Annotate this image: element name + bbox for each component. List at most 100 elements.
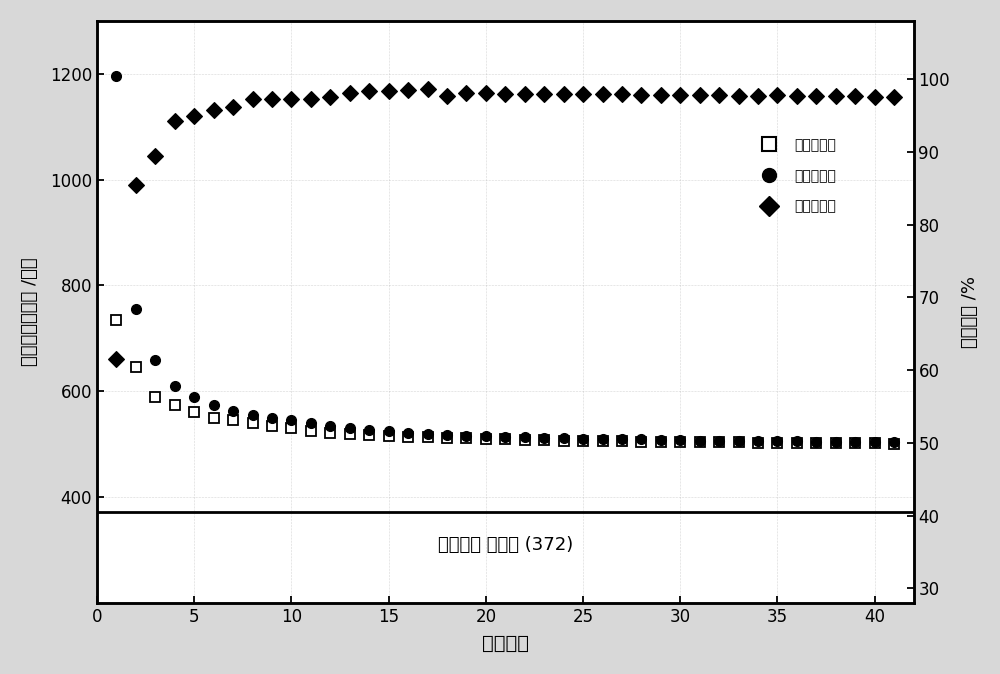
- 充电比容量: [791, 439, 803, 447]
- 放电比容量: [110, 72, 122, 80]
- 充电比容量: [752, 439, 764, 447]
- 充电比容量: [130, 363, 142, 371]
- 充电比容量: [149, 392, 161, 400]
- 充放电效率: [285, 96, 297, 104]
- 充放电效率: [888, 93, 900, 101]
- 充电比容量: [344, 429, 356, 437]
- 充放电效率: [130, 181, 142, 189]
- Y-axis label: 比容量（毫安时 /克）: 比容量（毫安时 /克）: [21, 257, 39, 366]
- 充电比容量: [247, 419, 259, 427]
- 充放电效率: [363, 88, 375, 96]
- 充放电效率: [460, 89, 472, 97]
- 放电比容量: [285, 417, 297, 425]
- 充电比容量: [266, 422, 278, 430]
- 充放电效率: [480, 89, 492, 97]
- 放电比容量: [713, 437, 725, 445]
- 放电比容量: [247, 411, 259, 419]
- 放电比容量: [422, 429, 434, 437]
- 放电比容量: [169, 382, 181, 390]
- 放电比容量: [227, 407, 239, 415]
- X-axis label: 循环圈数: 循环圈数: [482, 634, 529, 653]
- 充放电效率: [324, 92, 336, 100]
- 放电比容量: [733, 437, 745, 445]
- 充电比容量: [830, 439, 842, 447]
- 充放电效率: [635, 91, 647, 99]
- 充电比容量: [713, 438, 725, 446]
- 充放电效率: [188, 112, 200, 120]
- 放电比容量: [441, 431, 453, 439]
- 充放电效率: [441, 92, 453, 100]
- 充放电效率: [208, 106, 220, 115]
- 放电比容量: [810, 437, 822, 446]
- 放电比容量: [149, 355, 161, 363]
- 充电比容量: [771, 439, 783, 447]
- Y-axis label: 循环效率 /%: 循环效率 /%: [961, 276, 979, 348]
- 充电比容量: [305, 427, 317, 435]
- 充电比容量: [888, 439, 900, 448]
- 充放电效率: [422, 85, 434, 93]
- 放电比容量: [363, 426, 375, 434]
- 充电比容量: [810, 439, 822, 447]
- 充电比容量: [285, 425, 297, 433]
- 充电比容量: [499, 435, 511, 443]
- 充放电效率: [383, 88, 395, 96]
- 放电比容量: [597, 435, 609, 443]
- 放电比容量: [674, 436, 686, 444]
- 放电比容量: [538, 434, 550, 442]
- 充放电效率: [402, 86, 414, 94]
- 放电比容量: [383, 427, 395, 435]
- 放电比容量: [752, 437, 764, 445]
- 放电比容量: [849, 437, 861, 446]
- 充放电效率: [538, 90, 550, 98]
- 充放电效率: [227, 103, 239, 111]
- 充放电效率: [849, 92, 861, 100]
- 放电比容量: [830, 437, 842, 446]
- 充放电效率: [558, 90, 570, 98]
- 充电比容量: [538, 436, 550, 444]
- 充放电效率: [305, 96, 317, 104]
- 放电比容量: [635, 435, 647, 443]
- 放电比容量: [791, 437, 803, 445]
- 充电比容量: [849, 439, 861, 447]
- 充放电效率: [752, 92, 764, 100]
- 充电比容量: [480, 435, 492, 443]
- 充放电效率: [344, 89, 356, 97]
- 充放电效率: [674, 91, 686, 99]
- 放电比容量: [188, 392, 200, 400]
- Text: 石墨理论 比容量 (372): 石墨理论 比容量 (372): [438, 536, 573, 554]
- 充电比容量: [169, 400, 181, 408]
- 放电比容量: [616, 435, 628, 443]
- 充电比容量: [577, 437, 589, 445]
- 放电比容量: [130, 305, 142, 313]
- 充放电效率: [771, 91, 783, 99]
- 充电比容量: [324, 429, 336, 437]
- 充电比容量: [869, 439, 881, 447]
- 充放电效率: [616, 90, 628, 98]
- 充放电效率: [733, 92, 745, 100]
- 放电比容量: [577, 435, 589, 443]
- 充电比容量: [422, 433, 434, 441]
- 放电比容量: [480, 432, 492, 440]
- 充电比容量: [635, 437, 647, 446]
- 放电比容量: [499, 433, 511, 441]
- Line: 放电比容量: 放电比容量: [112, 71, 899, 447]
- 充放电效率: [266, 94, 278, 102]
- 充电比容量: [655, 437, 667, 446]
- 充电比容量: [208, 414, 220, 422]
- 充电比容量: [383, 431, 395, 439]
- 充放电效率: [713, 91, 725, 99]
- 充电比容量: [674, 437, 686, 446]
- 充电比容量: [402, 433, 414, 441]
- 充电比容量: [733, 438, 745, 446]
- 放电比容量: [266, 414, 278, 422]
- 充放电效率: [810, 92, 822, 100]
- 放电比容量: [519, 433, 531, 441]
- 充放电效率: [655, 91, 667, 99]
- 充电比容量: [597, 437, 609, 445]
- 充电比容量: [616, 437, 628, 445]
- 放电比容量: [305, 419, 317, 427]
- 放电比容量: [694, 437, 706, 445]
- 充电比容量: [110, 316, 122, 324]
- 放电比容量: [324, 422, 336, 430]
- 放电比容量: [460, 431, 472, 439]
